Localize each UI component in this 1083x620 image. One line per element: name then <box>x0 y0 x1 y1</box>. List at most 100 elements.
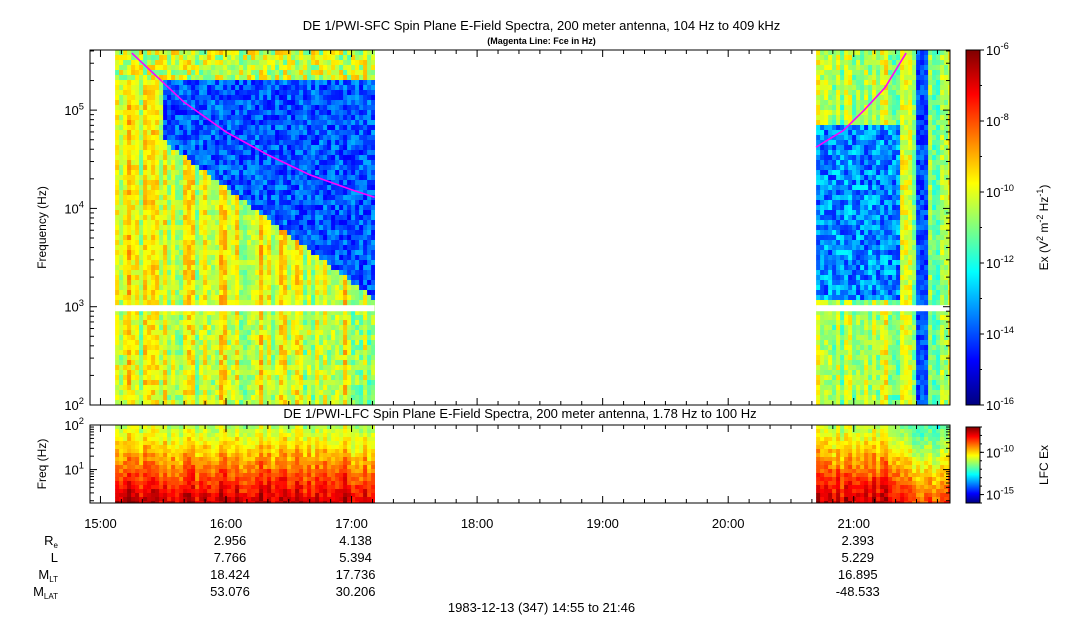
sfc-cell <box>283 215 288 221</box>
sfc-cell <box>323 370 328 376</box>
sfc-cell <box>171 140 176 146</box>
sfc-cell <box>335 70 340 76</box>
sfc-cell <box>131 350 136 356</box>
sfc-cell <box>331 115 336 121</box>
sfc-cell <box>139 350 144 356</box>
sfc-cell <box>311 120 316 126</box>
sfc-cell <box>135 365 140 371</box>
sfc-cell <box>323 395 328 401</box>
sfc-cell <box>267 330 272 336</box>
sfc-cell <box>363 320 368 326</box>
sfc-cell <box>820 180 825 186</box>
sfc-cell <box>271 240 276 246</box>
sfc-cell <box>315 400 320 405</box>
sfc-cell <box>187 365 192 371</box>
sfc-cell <box>243 215 248 221</box>
sfc-cell <box>123 125 128 131</box>
sfc-cell <box>367 95 372 101</box>
sfc-cell <box>191 360 196 366</box>
sfc-cell <box>131 80 136 86</box>
sfc-cell <box>187 275 192 281</box>
sfc-cell <box>816 185 821 191</box>
sfc-cell <box>123 180 128 186</box>
sfc-cell <box>139 265 144 271</box>
sfc-cell <box>143 345 148 351</box>
sfc-cell <box>207 160 212 166</box>
sfc-cell <box>259 335 264 341</box>
sfc-cell <box>311 340 316 346</box>
sfc-cell <box>355 60 360 66</box>
sfc-cell <box>183 265 188 271</box>
sfc-cell <box>355 50 360 56</box>
sfc-cell <box>343 140 348 146</box>
sfc-cell <box>363 120 368 126</box>
sfc-cell <box>363 160 368 166</box>
sfc-cell <box>351 330 356 336</box>
sfc-cell <box>191 325 196 331</box>
sfc-cell <box>359 180 364 186</box>
sfc-cell <box>255 400 260 405</box>
sfc-cell <box>816 135 821 141</box>
sfc-cell <box>315 370 320 376</box>
sfc-cell <box>367 155 372 161</box>
sfc-cell <box>335 180 340 186</box>
sfc-cell <box>143 300 148 306</box>
sfc-cell <box>171 360 176 366</box>
sfc-cell <box>119 225 124 231</box>
sfc-cell <box>279 125 284 131</box>
sfc-cell <box>267 160 272 166</box>
sfc-cell <box>331 215 336 221</box>
sfc-cell <box>371 160 375 166</box>
sfc-cell <box>223 355 228 361</box>
sfc-cell <box>263 170 268 176</box>
sfc-cell <box>824 55 829 61</box>
sfc-cell <box>307 255 312 261</box>
sfc-cell <box>371 345 375 351</box>
sfc-cell <box>159 325 164 331</box>
sfc-cell <box>343 50 348 56</box>
sfc-cell <box>155 100 160 106</box>
sfc-cell <box>828 165 833 171</box>
sfc-cell <box>199 200 204 206</box>
sfc-cell <box>123 195 128 201</box>
sfc-cell <box>367 55 372 61</box>
sfc-cell <box>139 275 144 281</box>
sfc-cell <box>303 330 308 336</box>
sfc-cell <box>179 370 184 376</box>
sfc-cell <box>828 380 833 386</box>
sfc-cell <box>351 225 356 231</box>
sfc-cell <box>151 290 156 296</box>
sfc-cell <box>179 115 184 121</box>
sfc-cell <box>327 90 332 96</box>
sfc-cell <box>199 130 204 136</box>
sfc-cell <box>263 390 268 396</box>
sfc-cell <box>159 215 164 221</box>
sfc-cell <box>199 155 204 161</box>
sfc-cell <box>175 200 180 206</box>
sfc-cell <box>139 340 144 346</box>
sfc-cell <box>271 200 276 206</box>
sfc-cell <box>219 260 224 266</box>
sfc-cell <box>347 160 352 166</box>
sfc-cell <box>239 105 244 111</box>
sfc-cell <box>119 185 124 191</box>
sfc-cell <box>183 140 188 146</box>
sfc-cell <box>179 340 184 346</box>
sfc-cell <box>371 275 375 281</box>
sfc-cell <box>275 70 280 76</box>
sfc-cell <box>219 165 224 171</box>
sfc-cell <box>816 95 821 101</box>
sfc-cell <box>828 55 833 61</box>
sfc-cell <box>179 315 184 321</box>
sfc-cell <box>143 290 148 296</box>
sfc-cell <box>127 260 132 266</box>
sfc-cell <box>143 195 148 201</box>
sfc-cell <box>836 150 841 156</box>
sfc-cell <box>828 275 833 281</box>
sfc-cell <box>287 285 292 291</box>
sfc-cell <box>263 280 268 286</box>
sfc-cell <box>151 120 156 126</box>
sfc-cell <box>223 115 228 121</box>
sfc-cell <box>319 80 324 86</box>
sfc-cell <box>235 350 240 356</box>
